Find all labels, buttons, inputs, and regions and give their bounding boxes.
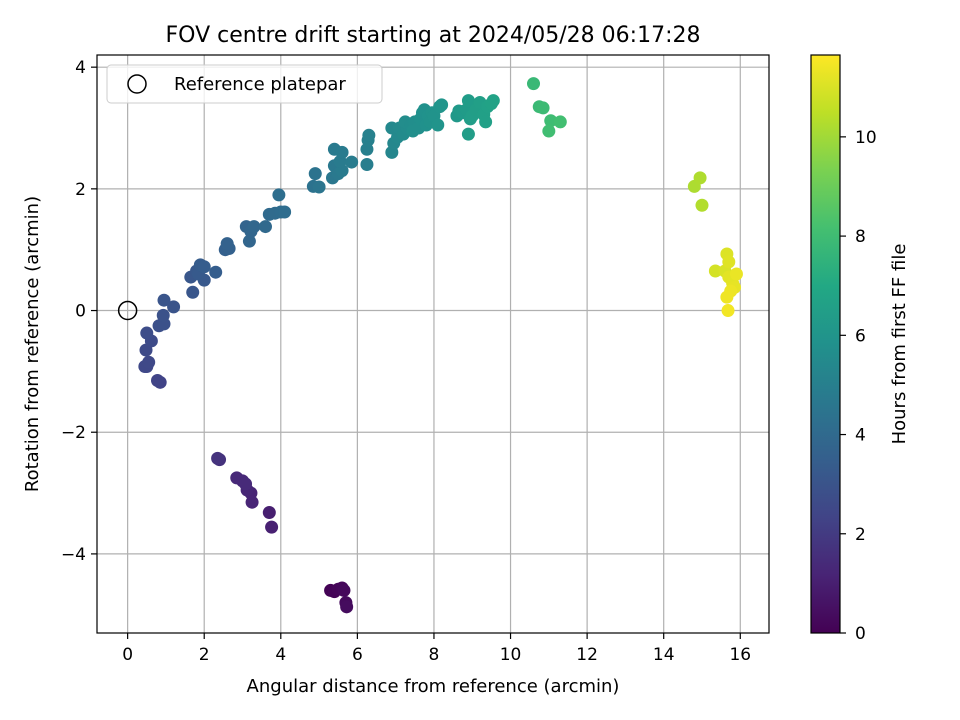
colorbar-tick-label: 6 xyxy=(855,326,866,346)
data-point xyxy=(167,300,181,314)
data-point xyxy=(157,293,171,307)
data-point xyxy=(186,285,200,299)
x-tick-label: 14 xyxy=(653,645,675,665)
data-point xyxy=(247,220,261,234)
legend: Reference platepar xyxy=(106,64,383,104)
data-point xyxy=(242,234,256,248)
x-tick-label: 0 xyxy=(122,645,133,665)
data-point xyxy=(484,97,498,111)
data-point xyxy=(527,77,541,91)
colorbar-tick-label: 4 xyxy=(855,426,866,446)
y-tick-label: 2 xyxy=(75,180,86,200)
y-axis-ticks: −4 −2 0 2 4 xyxy=(61,58,97,565)
plot-background xyxy=(97,55,769,633)
data-point xyxy=(461,127,475,141)
data-point xyxy=(211,451,225,465)
x-tick-label: 4 xyxy=(275,645,286,665)
x-tick-label: 16 xyxy=(729,645,751,665)
legend-box xyxy=(106,64,383,104)
x-tick-label: 6 xyxy=(352,645,363,665)
data-point xyxy=(308,167,322,181)
data-point xyxy=(345,155,359,169)
data-point xyxy=(272,188,286,202)
plot-frame xyxy=(96,54,770,634)
colorbar-label: Hours from first FF file xyxy=(889,244,910,445)
data-point xyxy=(337,583,351,597)
data-point xyxy=(542,124,556,138)
data-point xyxy=(142,355,156,369)
data-point xyxy=(340,600,354,614)
data-point xyxy=(239,477,253,491)
data-points xyxy=(138,77,743,614)
data-point xyxy=(693,171,707,185)
data-point xyxy=(461,94,475,108)
data-point xyxy=(335,145,349,159)
data-point xyxy=(479,115,493,129)
colorbar: 0 2 4 6 8 10 Hours from first FF file xyxy=(810,54,910,644)
y-tick-label: 4 xyxy=(75,58,86,78)
data-point xyxy=(220,237,234,251)
data-point xyxy=(262,506,276,520)
data-point xyxy=(695,198,709,212)
data-point xyxy=(150,374,164,388)
x-axis-label: Angular distance from reference (arcmin) xyxy=(247,676,620,697)
x-tick-label: 12 xyxy=(576,645,598,665)
plot-area: 0 2 4 6 8 10 12 14 16 −4 −2 0 2 4 xyxy=(61,54,770,665)
chart-title: FOV centre drift starting at 2024/05/28 … xyxy=(166,23,701,48)
data-point xyxy=(362,128,376,142)
data-point xyxy=(536,101,550,115)
data-point xyxy=(156,308,170,322)
colorbar-tick-label: 2 xyxy=(855,525,866,545)
y-axis-label: Rotation from reference (arcmin) xyxy=(22,196,43,492)
legend-label: Reference platepar xyxy=(174,74,346,95)
colorbar-tick-label: 0 xyxy=(855,624,866,644)
data-point xyxy=(278,205,292,219)
data-point xyxy=(553,115,567,129)
x-tick-label: 10 xyxy=(500,645,522,665)
data-point xyxy=(209,265,223,279)
x-tick-label: 2 xyxy=(199,645,210,665)
data-point xyxy=(140,326,154,340)
data-point xyxy=(265,520,279,534)
data-point xyxy=(729,267,743,281)
data-point xyxy=(431,118,445,132)
data-point xyxy=(197,260,211,274)
legend-marker-icon xyxy=(127,74,147,94)
colorbar-gradient xyxy=(810,54,841,634)
data-point xyxy=(312,180,326,194)
colorbar-tick-label: 8 xyxy=(855,227,866,247)
data-point xyxy=(435,98,449,112)
reference-platepar-marker xyxy=(117,300,138,321)
data-point xyxy=(708,264,722,278)
data-point xyxy=(720,290,734,304)
data-point xyxy=(360,158,374,172)
colorbar-tick-label: 10 xyxy=(855,128,877,148)
data-point xyxy=(258,220,272,234)
y-tick-label: −4 xyxy=(61,545,86,565)
y-tick-label: −2 xyxy=(61,423,86,443)
data-point xyxy=(721,304,735,318)
data-point xyxy=(544,114,558,128)
data-point xyxy=(722,255,736,269)
data-point xyxy=(245,495,259,509)
colorbar-ticks: 0 2 4 6 8 10 xyxy=(840,128,877,644)
x-tick-label: 8 xyxy=(429,645,440,665)
y-tick-label: 0 xyxy=(75,302,86,322)
grid xyxy=(97,55,769,633)
x-axis-ticks: 0 2 4 6 8 10 12 14 16 xyxy=(122,633,751,665)
